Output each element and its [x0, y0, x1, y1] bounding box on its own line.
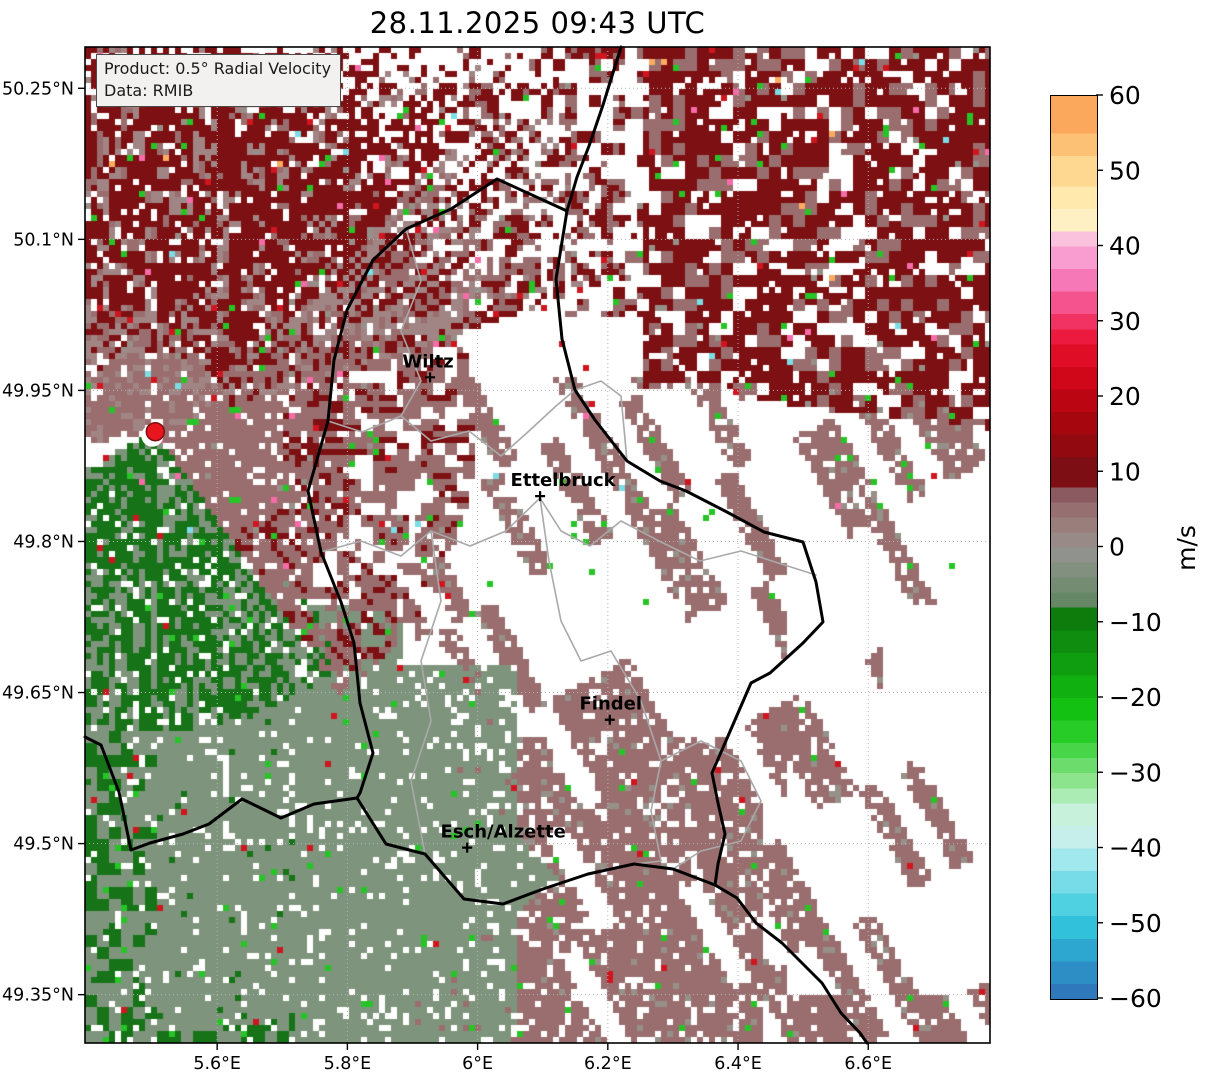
- y-tick-label: 49.65°N: [2, 684, 74, 704]
- colorbar-tick-label: 30: [1109, 307, 1141, 336]
- colorbar-tick-label: −60: [1109, 984, 1162, 1013]
- y-tick-label: 50.1°N: [13, 230, 74, 250]
- colorbar-tick-label: 60: [1109, 81, 1141, 110]
- x-tick-label: 5.8°E: [324, 1054, 372, 1074]
- colorbar-tick-label: −40: [1109, 834, 1162, 863]
- y-tick-label: 49.8°N: [13, 532, 74, 552]
- colorbar: [1050, 95, 1098, 1000]
- y-tick-label: 50.25°N: [2, 79, 74, 99]
- x-tick-label: 6°E: [462, 1054, 493, 1074]
- y-tick-label: 49.35°N: [2, 986, 74, 1006]
- colorbar-tick-label: 50: [1109, 156, 1141, 185]
- y-tick-label: 49.95°N: [2, 381, 74, 401]
- colorbar-tick-label: −20: [1109, 683, 1162, 712]
- colorbar-tick-label: −10: [1109, 608, 1162, 637]
- colorbar-unit-label: m/s: [1172, 525, 1201, 571]
- colorbar-tick-label: 40: [1109, 232, 1141, 261]
- product-info-box: Product: 0.5° Radial Velocity Data: RMIB: [96, 54, 342, 108]
- radar-field-canvas: [85, 47, 990, 1043]
- x-tick-label: 5.6°E: [193, 1054, 241, 1074]
- colorbar-tick-label: 0: [1109, 533, 1125, 562]
- colorbar-ticks-and-labels: 60 50 40 30 20 10 0 −10 −20 −30 −40 −50 −60: [1096, 81, 1162, 1013]
- figure-title: 28.11.2025 09:43 UTC: [369, 6, 706, 40]
- x-tick-label: 6.4°E: [714, 1054, 762, 1074]
- data-source-label: Data: RMIB: [104, 80, 194, 100]
- x-tick-label: 6.6°E: [844, 1054, 892, 1074]
- colorbar-tick-label: −30: [1109, 758, 1162, 787]
- y-tick-label: 49.5°N: [13, 835, 74, 855]
- x-tick-label: 6.2°E: [584, 1054, 632, 1074]
- colorbar-tick-label: 20: [1109, 382, 1141, 411]
- x-tick-labels: 5.6°E 5.8°E 6°E 6.2°E 6.4°E 6.6°E: [193, 1054, 892, 1074]
- colorbar-tick-label: 10: [1109, 457, 1141, 486]
- colorbar-tick-label: −50: [1109, 909, 1162, 938]
- y-tick-labels: 50.25°N 50.1°N 49.95°N 49.8°N 49.65°N 49.5°N 4…: [2, 79, 74, 1005]
- product-label: Product: 0.5° Radial Velocity: [104, 59, 332, 78]
